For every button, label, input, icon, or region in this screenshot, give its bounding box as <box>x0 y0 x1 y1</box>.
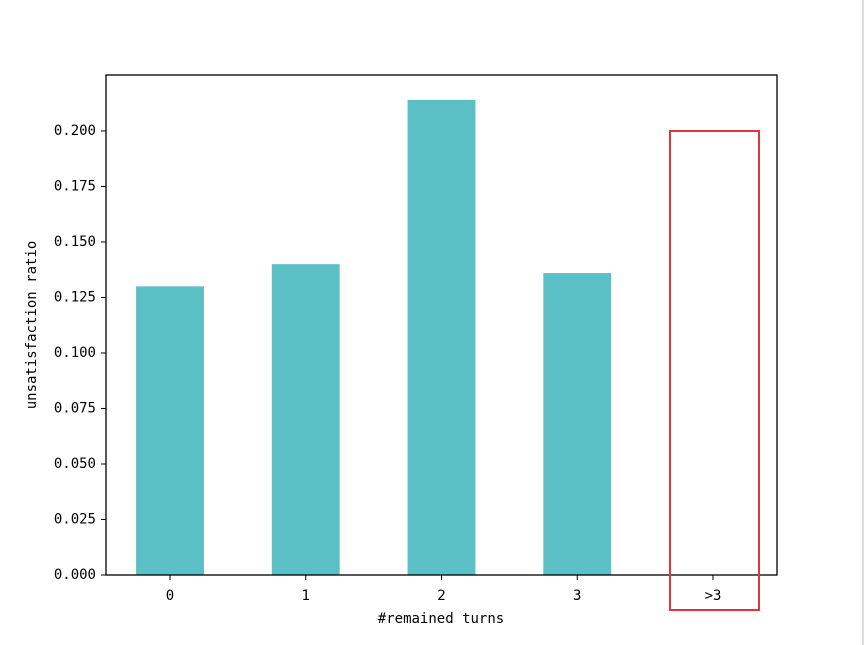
bar <box>271 264 340 575</box>
y-tick-label: 0.050 <box>54 456 96 472</box>
plot-frame <box>105 74 778 576</box>
x-tick-label: >3 <box>705 588 722 604</box>
y-tick-label: 0.175 <box>54 178 96 194</box>
y-tick-label: 0.100 <box>54 345 96 361</box>
y-tick-label: 0.150 <box>54 234 96 250</box>
y-tick-label: 0.000 <box>54 567 96 583</box>
highlight-box <box>669 130 760 611</box>
y-axis-label: unsatisfaction ratio <box>24 241 40 410</box>
y-tick-label: 0.075 <box>54 400 96 416</box>
bar <box>407 99 476 575</box>
x-axis-label: #remained turns <box>378 611 504 627</box>
x-tick-label: 2 <box>437 588 445 604</box>
y-tick-label: 0.025 <box>54 511 96 527</box>
bar <box>136 286 204 575</box>
y-tick-label: 0.125 <box>54 289 96 305</box>
bar <box>543 273 612 575</box>
x-tick-label: 3 <box>573 588 581 604</box>
x-tick-label: 0 <box>166 588 174 604</box>
y-tick-label: 0.200 <box>54 123 96 139</box>
x-tick-label: 1 <box>302 588 310 604</box>
